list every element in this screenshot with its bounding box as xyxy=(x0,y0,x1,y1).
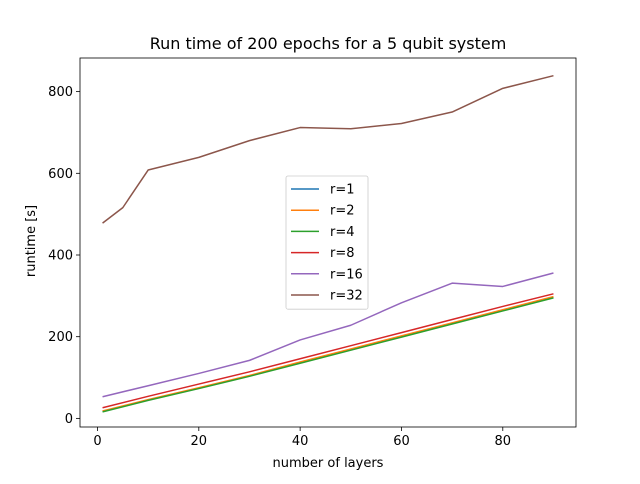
y-tick-label: 0 xyxy=(65,412,73,427)
legend-label: r=32 xyxy=(330,289,363,304)
plot-layer xyxy=(102,74,554,413)
legend-label: r=8 xyxy=(330,246,355,261)
legend-box xyxy=(285,175,369,310)
axes-frame xyxy=(79,57,577,428)
legend: r=1 r=2 r=4 r=8 r=16 r=32 xyxy=(285,175,369,310)
y-tick-label: 200 xyxy=(48,330,73,345)
y-tick-label: 800 xyxy=(48,85,73,100)
series-line-r-4 xyxy=(102,297,554,413)
series-line-r-32 xyxy=(102,74,554,224)
x-tick-label: 20 xyxy=(191,434,208,449)
y-tick-label: 400 xyxy=(48,248,73,263)
series-line-r-8 xyxy=(102,293,554,409)
series-line-r-16 xyxy=(102,272,554,398)
legend-label: r=4 xyxy=(330,225,355,240)
x-tick-label: 0 xyxy=(93,434,101,449)
x-tick-label: 40 xyxy=(292,434,309,449)
x-axis-label: number of layers xyxy=(273,456,384,471)
legend-label: r=16 xyxy=(330,267,363,282)
y-axis-label: runtime [s] xyxy=(24,205,39,277)
y-tick-label: 600 xyxy=(48,167,73,182)
chart-title: Run time of 200 epochs for a 5 qubit sys… xyxy=(150,34,507,53)
series-line-r-2 xyxy=(102,295,554,412)
x-tick-label: 80 xyxy=(495,434,512,449)
legend-label: r=2 xyxy=(330,204,355,219)
x-tick-label: 60 xyxy=(393,434,410,449)
legend-label: r=1 xyxy=(330,183,355,198)
